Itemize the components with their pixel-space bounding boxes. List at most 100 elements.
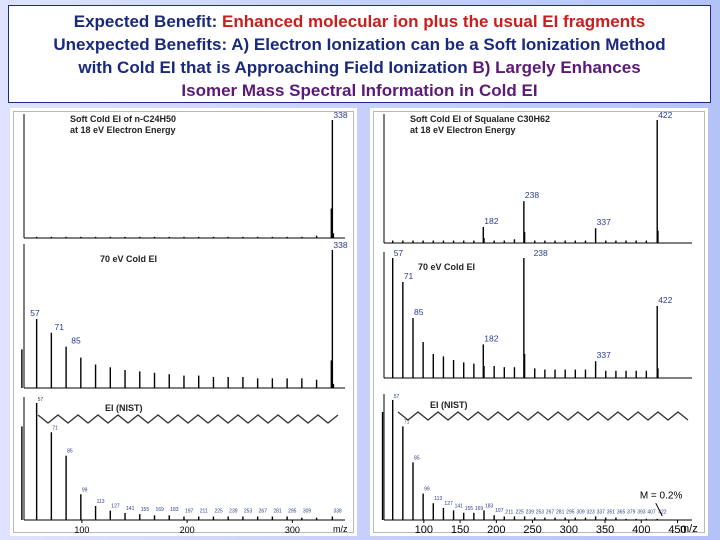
peak-label: 182 [484,333,498,343]
title-box: Expected Benefit: Enhanced molecular ion… [8,5,711,103]
peak-label: 281 [273,508,282,514]
x-tick-label: 300 [560,524,578,536]
peak-label: 422 [658,295,672,305]
right-spectra-panel: 422 238 182 337 Soft Cold EI of Squalane C30… [370,108,708,536]
x-tick-label: 200 [180,525,195,535]
peak-label: 57 [394,394,400,400]
peak-label: 309 [576,509,585,515]
peak-label: 211 [200,508,208,514]
title-line-3b: B) Largely Enhances [472,58,641,77]
peak-label: 239 [229,508,238,514]
molecule-structure [37,414,339,424]
peak-label: 197 [495,508,504,514]
peak-label: 295 [566,509,575,515]
peak-label: 155 [465,506,474,512]
title-line-2: Unexpected Benefits: A) Electron Ionizat… [53,35,666,54]
peak-label: 57 [30,308,40,318]
title-line-3a: with Cold EI that is Approaching Field I… [78,58,473,77]
peak-label: 338 [333,240,347,250]
peak-label: 225 [515,509,524,515]
peak-label: 71 [52,425,58,431]
left-panel-frame [13,111,354,533]
expected-benefit-label: Expected Benefit: [73,12,223,31]
title-line-4: Isomer Mass Spectral Information in Cold… [181,81,538,100]
peak-label: 407 [647,509,656,515]
peak-label: 113 [434,496,442,502]
peak-label: 337 [597,217,611,227]
peak-label: 85 [414,455,420,461]
peak-label: 393 [637,509,646,515]
peak-label: 239 [526,509,535,515]
spectrum-subtitle: at 18 eV Electron Energy [410,125,516,135]
peak-label: 169 [156,507,165,513]
peak-label: 253 [536,509,545,515]
peak-label: 141 [455,503,464,509]
peak-label: 127 [444,501,453,507]
molecule-structure [397,411,689,421]
peak-label: 281 [556,509,565,515]
x-tick-label: 300 [285,525,300,535]
peak-label: 253 [244,508,253,514]
molecular-ion-annotation: M = 0.2% [640,490,683,501]
spectrum-title: 70 eV Cold EI [418,262,475,272]
peak-label: 337 [597,509,606,515]
peak-label: 99 [82,487,88,493]
peak-label: 99 [424,487,430,493]
peak-label: 323 [586,509,595,515]
peak-label: 211 [505,509,513,515]
peak-label: 71 [404,419,410,425]
peak-label: 338 [333,110,347,120]
peak-label: 57 [394,248,404,258]
peak-label: 141 [126,506,135,512]
peak-label: 267 [546,509,555,515]
spectrum-title: Soft Cold EI of Squalane C30H62 [410,114,550,124]
spectrum-title: 70 eV Cold EI [100,254,157,264]
peak-label: 57 [38,397,44,403]
peak-label: 238 [534,248,548,258]
peak-label: 155 [141,507,150,513]
peak-label: 422 [658,110,672,120]
peak-label: 238 [525,190,539,200]
right-spectra-chart: 422 238 182 337 Soft Cold EI of Squalane C30… [381,110,698,536]
peak-label: 71 [404,271,414,281]
peak-label: 183 [485,503,494,509]
peak-label: 197 [185,508,194,514]
left-spectra-panel: 338 Soft Cold EI of n-C24H50 at 18 eV Elec… [10,108,357,536]
peak-label: 113 [97,499,105,505]
peak-label: 338 [333,508,342,514]
peak-label: 85 [67,449,73,455]
spectrum-title: EI (NIST) [105,403,143,413]
x-tick-label: 100 [74,525,89,535]
expected-benefit-text: Enhanced molecular ion plus the usual EI… [222,12,646,31]
x-tick-label: 150 [451,524,469,536]
right-panel-frame [373,111,705,533]
peak-label: 183 [170,507,179,513]
x-tick-label: 250 [523,524,541,536]
peak-label: 225 [214,508,223,514]
x-tick-label: 450 [668,524,686,536]
peak-label: 71 [54,322,64,332]
spectrum-title: Soft Cold EI of n-C24H50 [70,114,176,124]
peak-label: 182 [484,216,498,226]
peak-label: 422 [658,509,667,515]
annotation-arrow [655,502,663,517]
peak-label: 365 [617,509,626,515]
peak-label: 267 [259,508,268,514]
x-axis-label: m/z [333,524,348,534]
peak-label: 337 [597,350,611,360]
spectrum-subtitle: at 18 eV Electron Energy [70,125,176,135]
x-tick-label: 350 [596,524,614,536]
title-line-1: Expected Benefit: Enhanced molecular ion… [9,10,710,33]
peak-label: 85 [414,307,424,317]
x-axis-label: m/z [680,523,698,535]
peak-label: 351 [607,509,616,515]
spectrum-title: EI (NIST) [430,400,468,410]
peak-label: 309 [303,508,312,514]
peak-label: 379 [627,509,636,515]
peak-label: 127 [111,504,120,510]
peak-label: 169 [475,506,484,512]
title-line-3: with Cold EI that is Approaching Field I… [9,56,710,79]
peak-label: 85 [71,336,81,346]
peak-label: 295 [288,508,297,514]
